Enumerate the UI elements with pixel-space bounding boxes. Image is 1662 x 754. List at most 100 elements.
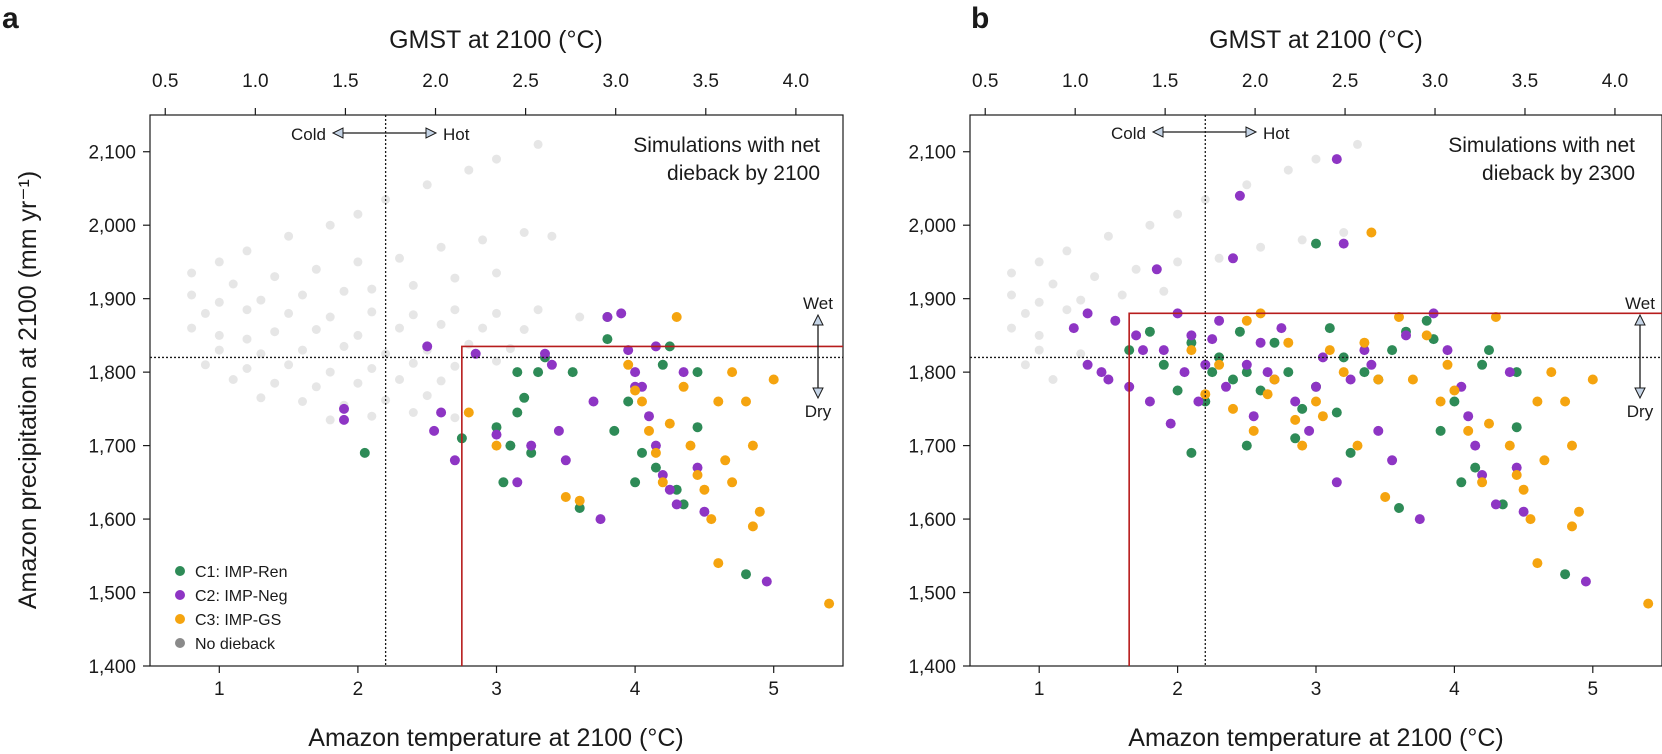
point-c1 <box>498 477 509 488</box>
point-c1 <box>657 359 668 370</box>
point-c1 <box>1158 359 1169 370</box>
point-none <box>492 308 501 318</box>
point-none <box>1214 253 1224 263</box>
top-x-axis-ticks: 0.5 1.0 1.5 2.0 2.5 3.0 3.5 4.0 <box>972 71 1628 115</box>
point-c1 <box>1421 315 1432 326</box>
point-c1 <box>1228 374 1238 385</box>
point-c3 <box>692 470 703 480</box>
point-c2 <box>1207 334 1218 345</box>
dieback-threshold-box <box>1128 312 1662 666</box>
point-c1 <box>1241 440 1252 451</box>
point-c3 <box>1241 315 1252 326</box>
point-none <box>325 312 335 322</box>
point-c1 <box>741 569 751 580</box>
point-c1 <box>533 367 544 378</box>
point-c3 <box>685 440 696 451</box>
point-c2 <box>1477 470 1488 480</box>
point-c1 <box>1435 425 1446 436</box>
point-c3 <box>1248 425 1259 436</box>
point-c3 <box>1567 521 1577 532</box>
point-c1 <box>1359 367 1370 378</box>
wet-label: Wet <box>803 294 833 313</box>
point-c1 <box>692 367 703 378</box>
point-none <box>1145 220 1155 230</box>
point-c1 <box>1241 367 1252 378</box>
point-c2 <box>678 367 689 378</box>
point-c3 <box>706 514 717 525</box>
point-c3 <box>1525 514 1536 525</box>
point-c2 <box>1414 514 1425 525</box>
point-c1 <box>1497 499 1508 510</box>
point-c1 <box>1311 238 1321 249</box>
point-c2 <box>1110 315 1121 326</box>
point-none <box>367 284 377 294</box>
x-axis-ticks: 1 2 3 4 5 <box>1034 666 1598 700</box>
point-c3 <box>1532 558 1543 569</box>
point-c3 <box>1539 455 1550 466</box>
point-c1 <box>1172 385 1183 396</box>
point-c3 <box>1186 345 1197 356</box>
wet-dry-indicator: Wet Dry <box>803 294 833 421</box>
legend-label-c2: C2: IMP-Neg <box>195 588 287 605</box>
point-c2 <box>560 455 571 466</box>
wet-arrow-head-icon <box>1634 313 1646 326</box>
point-c2 <box>1138 345 1148 356</box>
point-none <box>1007 290 1016 300</box>
y-tick-label: 1,600 <box>88 510 136 531</box>
point-none <box>1159 286 1169 296</box>
point-none <box>256 393 266 403</box>
point-c3 <box>754 506 765 517</box>
point-none <box>1062 246 1072 256</box>
top-axis-title: GMST at 2100 (°C) <box>1209 26 1423 54</box>
point-none <box>284 308 294 318</box>
x-tick-label: 4 <box>630 679 641 700</box>
point-none <box>284 231 294 241</box>
point-c2 <box>1463 411 1474 422</box>
panel-b-letter: b <box>971 2 989 35</box>
point-c2 <box>1158 345 1169 356</box>
point-c3 <box>1352 440 1363 451</box>
point-c3 <box>1643 598 1654 609</box>
dieback-threshold-box <box>461 345 843 666</box>
point-c3 <box>1290 414 1301 425</box>
panel-b: b 1 2 3 4 5 1,400 1,500 1,600 1,700 1,800 1,900 2,… <box>908 2 1662 752</box>
point-c2 <box>1082 359 1093 370</box>
point-none <box>298 397 307 406</box>
point-c2 <box>470 348 481 359</box>
point-c3 <box>1380 492 1391 502</box>
top-tick-label: 2.5 <box>1332 71 1358 92</box>
point-c3 <box>637 396 647 407</box>
top-x-axis-ticks: 0.5 1.0 1.5 2.0 2.5 3.0 3.5 4.0 <box>152 71 809 115</box>
point-c3 <box>1442 359 1453 370</box>
point-none <box>1034 297 1044 307</box>
top-tick-label: 3.0 <box>602 71 628 92</box>
top-tick-label: 0.5 <box>972 71 998 92</box>
point-none <box>1256 242 1266 252</box>
point-c2 <box>602 312 613 322</box>
y-tick-label: 2,000 <box>908 216 956 237</box>
point-none <box>450 361 460 371</box>
x-tick-label: 3 <box>491 679 502 700</box>
point-c1 <box>1207 367 1218 378</box>
point-none <box>381 349 391 359</box>
point-c3 <box>713 558 724 569</box>
point-none <box>270 378 280 388</box>
point-c3 <box>720 455 731 466</box>
point-c3 <box>463 407 474 418</box>
point-c2 <box>1338 238 1349 249</box>
legend-label-c3: C3: IMP-GS <box>195 612 281 629</box>
point-none <box>450 413 460 423</box>
point-c1 <box>512 367 523 378</box>
x-axis-title: Amazon temperature at 2100 (°C) <box>308 724 683 752</box>
point-c3 <box>1449 385 1460 396</box>
point-c3 <box>1283 337 1294 348</box>
point-none <box>1007 268 1016 278</box>
point-c3 <box>1338 367 1349 378</box>
y-tick-label: 1,800 <box>88 363 136 384</box>
point-none <box>1007 323 1016 333</box>
point-c3 <box>1518 484 1529 495</box>
point-none <box>436 376 446 386</box>
legend: C1: IMP-Ren C2: IMP-Neg C3: IMP-GS No di… <box>175 564 287 653</box>
point-none <box>339 286 349 296</box>
point-c3 <box>1317 411 1328 422</box>
